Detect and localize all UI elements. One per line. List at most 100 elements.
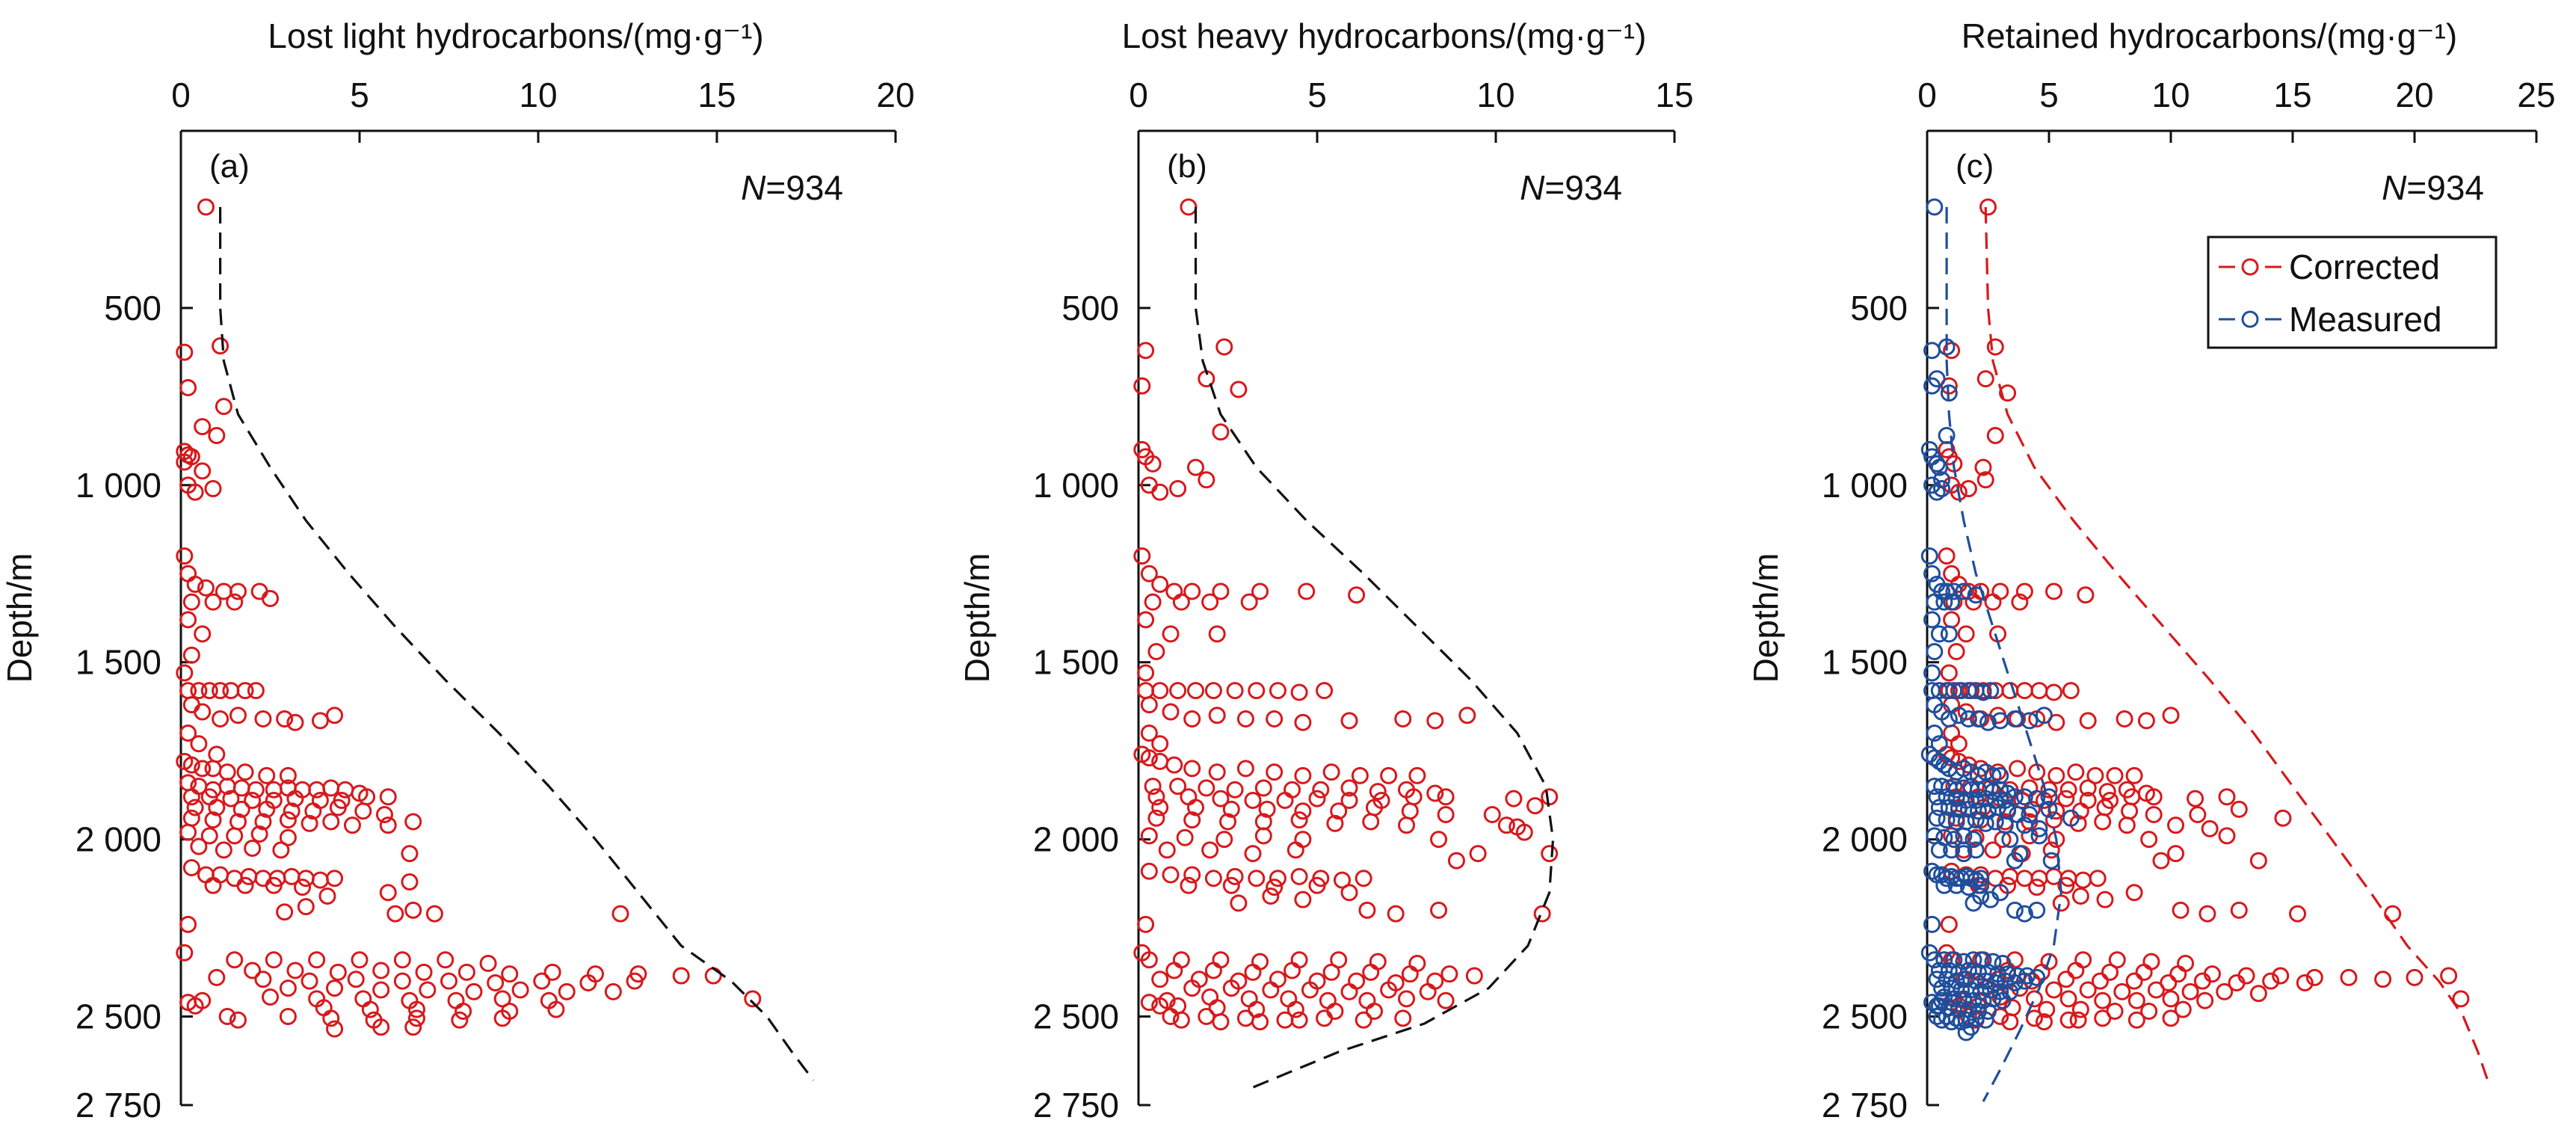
x-tick-label: 0 <box>171 76 191 114</box>
data-point <box>1183 979 1201 997</box>
data-point <box>2079 779 2097 797</box>
data-point <box>1930 458 1948 476</box>
data-point <box>2067 763 2085 781</box>
data-point <box>1308 790 1326 808</box>
data-point <box>354 990 372 1008</box>
data-point <box>493 1009 511 1027</box>
data-point <box>1943 1013 1961 1031</box>
data-point <box>1212 423 1230 441</box>
data-point <box>2028 901 2046 919</box>
data-point <box>2006 974 2024 992</box>
data-point <box>326 979 344 997</box>
data-point <box>2305 968 2323 986</box>
data-point <box>182 788 200 806</box>
data-point <box>1940 799 1958 816</box>
data-point <box>1959 710 1977 728</box>
data-point <box>1355 870 1372 888</box>
data-point <box>1541 845 1559 863</box>
data-point <box>194 703 212 721</box>
y-tick-label: 2 000 <box>76 820 161 859</box>
data-point <box>2086 766 2104 784</box>
data-point <box>1982 682 2000 700</box>
data-point <box>1972 876 1990 894</box>
data-point <box>1147 643 1165 661</box>
legend-marker <box>2241 310 2259 328</box>
data-point <box>2187 790 2204 808</box>
data-point <box>1204 962 1222 979</box>
data-point <box>1533 905 1551 923</box>
data-point <box>1147 788 1165 806</box>
data-point <box>1183 866 1201 884</box>
data-point <box>2142 953 2160 970</box>
data-point <box>1959 480 1977 498</box>
data-point <box>2167 816 2185 834</box>
data-point <box>379 788 397 806</box>
data-point <box>1316 1009 1334 1027</box>
x-tick-label: 10 <box>519 76 557 114</box>
data-point <box>2057 970 2075 988</box>
data-point <box>1308 876 1326 894</box>
data-point <box>1236 760 1254 778</box>
data-point <box>1394 1009 1412 1027</box>
panel-2: 0 5 10 15 500 1 000 1 500 2 000 2 500 2 750 Lost h… <box>958 16 1694 1125</box>
data-point <box>179 724 197 742</box>
data-point <box>247 682 265 700</box>
data-point <box>1994 954 2012 972</box>
data-point <box>226 593 244 611</box>
data-point <box>1933 480 1951 498</box>
data-point <box>186 483 204 501</box>
data-point <box>2196 991 2214 1009</box>
data-point <box>1290 811 1308 829</box>
y-tick-label: 2 000 <box>1033 820 1119 859</box>
data-point <box>1940 664 1958 682</box>
data-point <box>425 905 443 923</box>
data-point <box>301 814 318 832</box>
data-point <box>1974 683 1992 701</box>
data-point <box>182 646 200 664</box>
data-point <box>1208 707 1226 725</box>
data-point <box>1248 870 1266 888</box>
data-point <box>1358 991 1376 1009</box>
data-point <box>1976 814 1994 832</box>
sample-count-annotation: N=934 <box>741 168 843 207</box>
data-point <box>194 625 212 643</box>
data-point <box>308 951 326 969</box>
data-point <box>404 813 422 831</box>
data-point <box>1204 682 1222 700</box>
data-point <box>1165 582 1183 600</box>
data-point <box>2127 991 2145 1009</box>
data-point <box>1276 1011 1294 1029</box>
data-point <box>401 845 419 863</box>
y-tick-label: 1 500 <box>76 643 161 682</box>
data-point <box>1967 811 1985 829</box>
y-tick-label: 1 000 <box>1822 466 1908 505</box>
data-point <box>1950 707 1968 725</box>
data-point <box>579 974 597 992</box>
data-point <box>1933 1011 1951 1029</box>
data-point <box>1251 582 1269 600</box>
data-point <box>2038 1000 2056 1018</box>
data-point <box>2074 871 2092 889</box>
data-point <box>1248 682 1266 700</box>
data-point <box>1262 981 1280 999</box>
data-point <box>1322 963 1340 981</box>
data-point <box>2137 712 2155 730</box>
data-point <box>1183 710 1201 728</box>
data-point <box>2025 990 2043 1008</box>
data-point <box>250 825 268 843</box>
data-point <box>329 799 347 816</box>
data-point <box>208 968 226 986</box>
data-point <box>194 418 212 436</box>
data-point <box>322 813 340 831</box>
data-point <box>208 745 226 763</box>
data-point <box>457 963 475 981</box>
data-point <box>1955 827 1973 845</box>
data-point <box>1151 799 1169 816</box>
data-point <box>301 972 318 990</box>
data-point <box>1333 871 1351 889</box>
data-point <box>283 802 301 820</box>
data-point <box>1248 1000 1266 1018</box>
data-point <box>2079 981 2097 999</box>
panel-3: 0 5 10 15 20 25 500 1 000 1 500 2 000 2 500 2 750 Re… <box>1746 16 2556 1125</box>
series-trend-1 <box>1194 206 1555 1089</box>
